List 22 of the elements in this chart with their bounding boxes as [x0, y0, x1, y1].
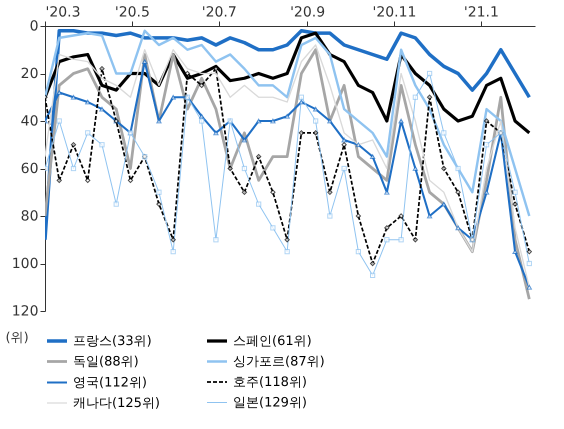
x-tick-label: '21.1 [464, 4, 499, 20]
x-tick-label: '20.5 [114, 4, 150, 20]
y-tick-label: 60 [20, 161, 38, 177]
x-tick-label: '20.3 [46, 4, 81, 20]
y-tick-label: 120 [12, 304, 38, 320]
legend-label: 프랑스(33위) [73, 334, 152, 349]
legend-label: 영국(112위) [73, 376, 147, 390]
y-tick-label: 20 [20, 66, 38, 82]
legend-label: 캐나다(125위) [73, 396, 160, 411]
y-tick-label: 40 [20, 114, 38, 130]
x-tick-label: '20.11 [372, 4, 416, 20]
legend-label: 호주(118위) [233, 375, 307, 390]
legend-label: 스페인(61위) [233, 334, 312, 349]
x-tick-label: '20.7 [202, 4, 237, 20]
y-tick-label: 80 [20, 208, 38, 224]
x-tick-label: '20.9 [290, 4, 326, 20]
legend-label: 독일(88위) [73, 354, 139, 370]
legend-label: 일본(129위) [233, 396, 307, 410]
legend-label: 싱가포르(87위) [233, 354, 325, 370]
y-axis-title: (위) [6, 330, 29, 346]
y-tick-label: 100 [12, 256, 38, 272]
y-tick-label: 0 [30, 18, 38, 34]
